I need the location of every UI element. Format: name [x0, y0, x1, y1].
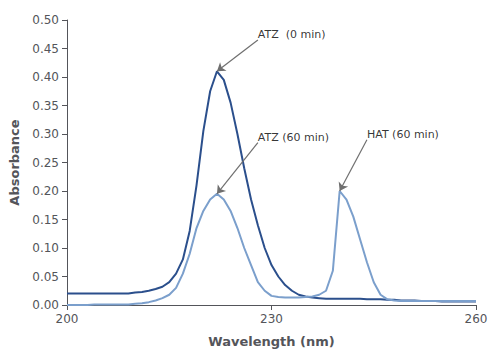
svg-text:0.40: 0.40: [32, 70, 59, 84]
svg-text:ATZ (0 min): ATZ (0 min): [258, 28, 326, 41]
svg-text:0.25: 0.25: [32, 156, 59, 170]
svg-text:0.15: 0.15: [32, 213, 59, 227]
svg-text:Wavelength (nm): Wavelength (nm): [208, 334, 334, 349]
svg-text:0.45: 0.45: [32, 42, 59, 56]
svg-text:260: 260: [465, 312, 488, 326]
svg-text:0.05: 0.05: [32, 270, 59, 284]
svg-text:0.35: 0.35: [32, 99, 59, 113]
svg-text:HAT (60 min): HAT (60 min): [367, 128, 439, 141]
svg-text:230: 230: [260, 312, 283, 326]
svg-text:0.30: 0.30: [32, 127, 59, 141]
svg-text:0.20: 0.20: [32, 184, 59, 198]
svg-text:Absorbance: Absorbance: [7, 119, 22, 205]
svg-text:0.00: 0.00: [32, 298, 59, 312]
svg-text:0.50: 0.50: [32, 13, 59, 27]
svg-text:200: 200: [56, 312, 79, 326]
svg-text:0.10: 0.10: [32, 241, 59, 255]
svg-text:ATZ (60 min): ATZ (60 min): [258, 131, 329, 144]
